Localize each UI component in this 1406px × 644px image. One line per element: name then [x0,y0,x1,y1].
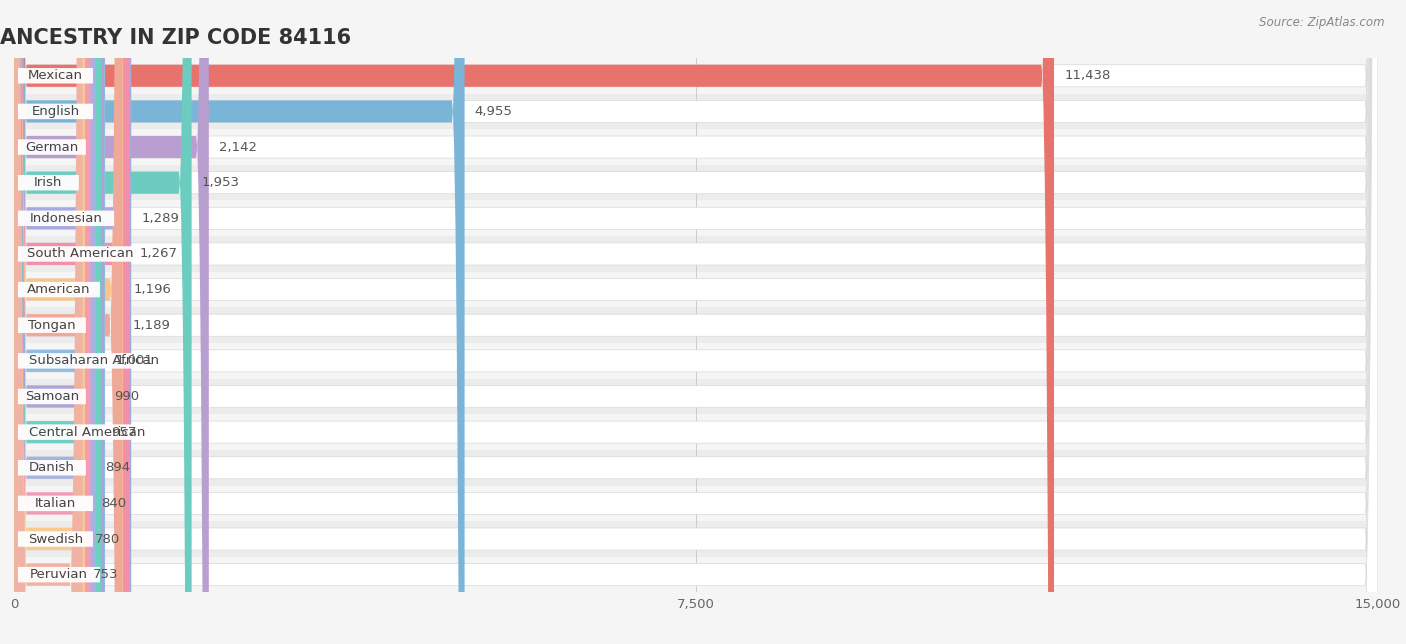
FancyBboxPatch shape [18,282,100,298]
Text: Peruvian: Peruvian [30,568,89,581]
FancyBboxPatch shape [18,246,142,261]
FancyBboxPatch shape [14,0,105,644]
FancyBboxPatch shape [14,0,122,644]
Text: 4,955: 4,955 [475,105,513,118]
FancyBboxPatch shape [14,0,83,644]
FancyBboxPatch shape [18,68,93,84]
FancyBboxPatch shape [14,0,1378,644]
FancyBboxPatch shape [14,0,1378,644]
Text: 1,289: 1,289 [142,212,180,225]
Text: Central American: Central American [30,426,145,439]
FancyBboxPatch shape [18,424,156,440]
FancyBboxPatch shape [14,0,209,644]
FancyBboxPatch shape [14,0,129,644]
Text: 840: 840 [101,497,125,510]
FancyBboxPatch shape [14,0,104,644]
Text: Samoan: Samoan [25,390,79,403]
Text: German: German [25,140,79,153]
FancyBboxPatch shape [18,317,86,333]
FancyBboxPatch shape [14,486,1378,521]
FancyBboxPatch shape [14,379,1378,414]
FancyBboxPatch shape [14,0,101,644]
FancyBboxPatch shape [14,236,1378,272]
FancyBboxPatch shape [14,0,464,644]
Text: English: English [31,105,80,118]
FancyBboxPatch shape [14,0,1378,644]
FancyBboxPatch shape [18,460,86,475]
FancyBboxPatch shape [14,0,131,644]
FancyBboxPatch shape [14,0,84,644]
Text: South American: South American [27,247,134,260]
FancyBboxPatch shape [14,58,1378,93]
Text: Danish: Danish [30,461,75,474]
FancyBboxPatch shape [14,0,1378,644]
Text: 990: 990 [114,390,139,403]
Text: 1,196: 1,196 [134,283,172,296]
FancyBboxPatch shape [14,93,1378,129]
FancyBboxPatch shape [18,353,170,368]
Text: 2,142: 2,142 [219,140,257,153]
Text: Tongan: Tongan [28,319,76,332]
FancyBboxPatch shape [14,0,191,644]
Text: 1,953: 1,953 [202,176,240,189]
FancyBboxPatch shape [14,129,1378,165]
FancyBboxPatch shape [14,557,1378,592]
FancyBboxPatch shape [14,0,90,644]
FancyBboxPatch shape [14,0,1378,644]
FancyBboxPatch shape [14,0,1378,644]
Text: 894: 894 [105,461,131,474]
FancyBboxPatch shape [14,414,1378,450]
Text: 1,001: 1,001 [115,354,153,367]
Text: Irish: Irish [34,176,62,189]
Text: Mexican: Mexican [28,70,83,82]
Text: ANCESTRY IN ZIP CODE 84116: ANCESTRY IN ZIP CODE 84116 [0,28,352,48]
FancyBboxPatch shape [14,0,96,644]
Text: 753: 753 [93,568,118,581]
FancyBboxPatch shape [14,0,1378,644]
FancyBboxPatch shape [14,0,1378,644]
Text: 1,267: 1,267 [139,247,177,260]
FancyBboxPatch shape [14,0,1378,644]
FancyBboxPatch shape [18,567,100,582]
FancyBboxPatch shape [14,0,1378,644]
FancyBboxPatch shape [14,0,122,644]
Text: Italian: Italian [35,497,76,510]
FancyBboxPatch shape [14,0,1378,644]
FancyBboxPatch shape [14,0,1378,644]
FancyBboxPatch shape [18,139,86,155]
FancyBboxPatch shape [14,165,1378,200]
FancyBboxPatch shape [18,104,93,119]
FancyBboxPatch shape [14,0,1378,644]
FancyBboxPatch shape [18,389,86,404]
FancyBboxPatch shape [18,496,93,511]
FancyBboxPatch shape [14,0,1378,644]
Text: 11,438: 11,438 [1064,70,1111,82]
FancyBboxPatch shape [14,272,1378,307]
Text: Subsaharan African: Subsaharan African [30,354,159,367]
Text: Swedish: Swedish [28,533,83,545]
Text: 780: 780 [96,533,121,545]
FancyBboxPatch shape [14,200,1378,236]
Text: Indonesian: Indonesian [30,212,103,225]
FancyBboxPatch shape [14,0,1378,644]
FancyBboxPatch shape [18,211,114,226]
Text: Source: ZipAtlas.com: Source: ZipAtlas.com [1260,16,1385,29]
FancyBboxPatch shape [14,343,1378,379]
FancyBboxPatch shape [14,0,1054,644]
FancyBboxPatch shape [18,175,79,191]
FancyBboxPatch shape [14,521,1378,557]
Text: 1,189: 1,189 [132,319,170,332]
Text: 957: 957 [111,426,136,439]
FancyBboxPatch shape [14,307,1378,343]
Text: American: American [27,283,91,296]
FancyBboxPatch shape [14,450,1378,486]
FancyBboxPatch shape [18,531,93,547]
